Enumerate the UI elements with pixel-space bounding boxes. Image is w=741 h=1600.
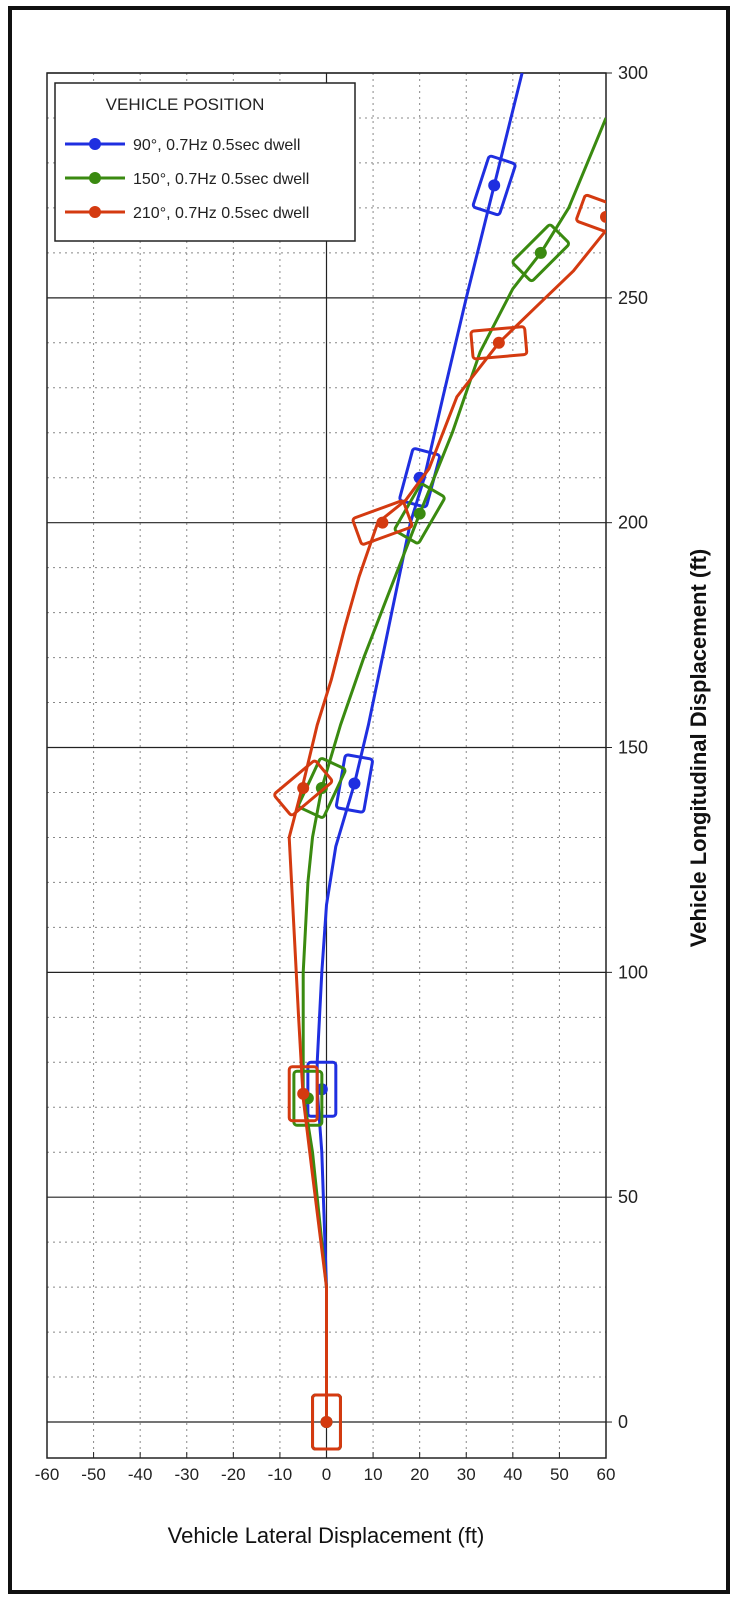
vehicle-outline (297, 757, 347, 819)
legend-entry-label: 150°, 0.7Hz 0.5sec dwell (133, 171, 309, 188)
series-layer (273, 73, 606, 1451)
vehicle-position-marker (348, 777, 361, 790)
x-tick-label: 50 (550, 1465, 569, 1484)
y-axis-title: Vehicle Longitudinal Displacement (ft) (686, 549, 711, 948)
vehicle-position-marker (320, 1416, 333, 1429)
y-tick-label: 100 (618, 962, 648, 982)
x-tick-label: 0 (322, 1465, 331, 1484)
y-tick-label: 0 (618, 1412, 628, 1432)
x-tick-label: -60 (35, 1465, 60, 1484)
y-tick-label: 300 (618, 63, 648, 83)
legend-box (54, 82, 356, 242)
vehicle-outline (575, 193, 606, 240)
legend-marker (89, 138, 101, 150)
legend-marker (89, 172, 101, 184)
vehicle-outline (273, 759, 334, 817)
vehicle-position-marker (376, 516, 389, 529)
y-tick-label: 200 (618, 513, 648, 533)
x-tick-label: 60 (597, 1465, 616, 1484)
vehicle-outline (511, 223, 571, 283)
legend-entry-label: 90°, 0.7Hz 0.5sec dwell (133, 137, 300, 154)
vehicle-position-marker (488, 179, 501, 192)
vehicle-outline (471, 154, 517, 217)
x-tick-label: -20 (221, 1465, 246, 1484)
x-tick-label: -30 (174, 1465, 199, 1484)
figure-frame (8, 6, 730, 1594)
vehicle-position-marker (297, 1087, 310, 1100)
x-tick-label: 40 (503, 1465, 522, 1484)
vehicle-outline (287, 1065, 319, 1123)
series-line (315, 73, 524, 1422)
vehicle-position-marker (492, 336, 505, 349)
vehicle-position-marker (413, 507, 426, 520)
y-tick-label: 250 (618, 288, 648, 308)
vehicle-outline (393, 482, 446, 545)
vehicle-position-marker (600, 210, 606, 223)
vehicle-position-marker (413, 471, 426, 484)
x-tick-label: 10 (364, 1465, 383, 1484)
x-tick-label: 20 (410, 1465, 429, 1484)
x-axis-title: Vehicle Lateral Displacement (ft) (168, 1523, 485, 1548)
series-line (301, 117, 606, 1422)
legend-marker (89, 206, 101, 218)
y-tick-label: 150 (618, 738, 648, 758)
x-tick-label: -40 (128, 1465, 153, 1484)
vehicle-position-marker (315, 781, 328, 794)
x-tick-label: 30 (457, 1465, 476, 1484)
y-tick-label: 50 (618, 1187, 638, 1207)
x-tick-label: -50 (81, 1465, 106, 1484)
vehicle-outline (311, 1393, 342, 1451)
vehicle-outline (469, 325, 529, 361)
series-line (287, 229, 606, 1422)
legend-title: VEHICLE POSITION (106, 95, 265, 114)
legend-entry-label: 210°, 0.7Hz 0.5sec dwell (133, 205, 309, 222)
vehicle-outline (351, 499, 414, 546)
x-tick-label: -10 (268, 1465, 293, 1484)
vehicle-position-marker (534, 246, 547, 259)
vehicle-position-marker (297, 781, 310, 794)
